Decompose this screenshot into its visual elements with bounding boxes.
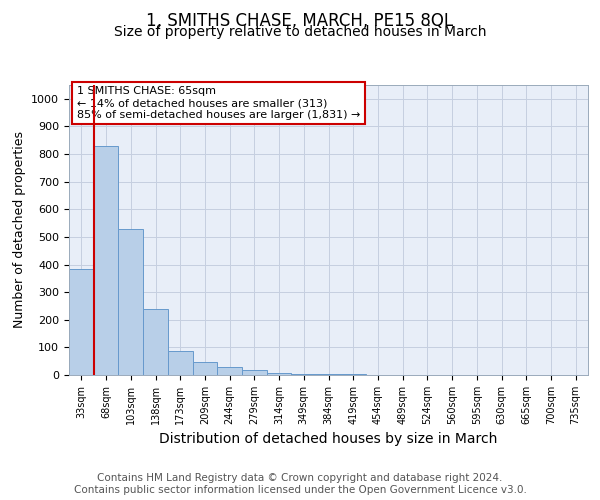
Bar bbox=[94, 146, 118, 375]
Text: 1 SMITHS CHASE: 65sqm
← 14% of detached houses are smaller (313)
85% of semi-det: 1 SMITHS CHASE: 65sqm ← 14% of detached … bbox=[77, 86, 360, 120]
Text: Size of property relative to detached houses in March: Size of property relative to detached ho… bbox=[114, 25, 486, 39]
Text: 1, SMITHS CHASE, MARCH, PE15 8QL: 1, SMITHS CHASE, MARCH, PE15 8QL bbox=[146, 12, 454, 30]
Bar bbox=[143, 310, 168, 375]
Bar bbox=[292, 374, 316, 375]
Bar bbox=[118, 228, 143, 375]
Bar bbox=[242, 370, 267, 375]
Y-axis label: Number of detached properties: Number of detached properties bbox=[13, 132, 26, 328]
Bar bbox=[168, 351, 193, 375]
X-axis label: Distribution of detached houses by size in March: Distribution of detached houses by size … bbox=[160, 432, 497, 446]
Bar bbox=[267, 373, 292, 375]
Bar bbox=[341, 374, 365, 375]
Bar bbox=[193, 362, 217, 375]
Bar bbox=[69, 269, 94, 375]
Text: Contains HM Land Registry data © Crown copyright and database right 2024.
Contai: Contains HM Land Registry data © Crown c… bbox=[74, 474, 526, 495]
Bar bbox=[217, 366, 242, 375]
Bar bbox=[316, 374, 341, 375]
